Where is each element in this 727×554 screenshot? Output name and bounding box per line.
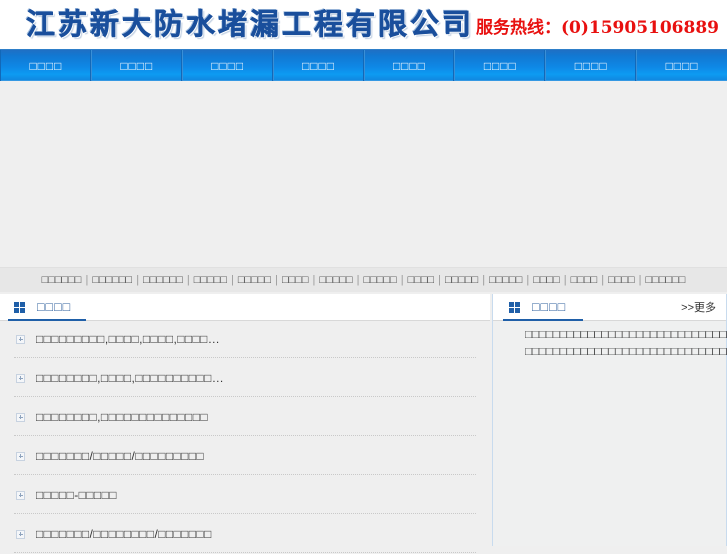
news-item-label[interactable]: □□□□□□□□,□□□□□□□□□□□□□□ bbox=[36, 410, 208, 424]
quick-link-7[interactable]: □□□□□ bbox=[319, 274, 353, 286]
nav-item-7[interactable]: □□□□ bbox=[546, 50, 638, 81]
list-divider bbox=[14, 474, 476, 476]
link-separator: | bbox=[482, 274, 486, 286]
link-separator: | bbox=[136, 274, 140, 286]
service-hotline: 服务热线：(0)15905106889 bbox=[475, 18, 719, 38]
quick-link-1[interactable]: □□□□□□ bbox=[41, 274, 82, 286]
nav-item-8[interactable]: □□□□ bbox=[665, 58, 699, 73]
active-tab-underline bbox=[8, 319, 86, 321]
quick-link-2[interactable]: □□□□□□ bbox=[92, 274, 133, 286]
about-paragraph-2: □□□□□□□□□□□□□□□□□□□□□□□□□□□□□□□□□□□□□□□□… bbox=[525, 346, 727, 359]
grid-icon bbox=[509, 301, 520, 313]
quick-link-11[interactable]: □□□□□ bbox=[489, 274, 523, 286]
about-panel-header: □□□□ >>更多 bbox=[493, 294, 726, 321]
link-separator: | bbox=[563, 274, 567, 286]
link-separator: | bbox=[638, 274, 642, 286]
main-navigation: □□□□ □□□□ □□□□ □□□□ □□□□ □□□□ □□□□ □□□□ bbox=[0, 49, 727, 81]
link-separator: | bbox=[312, 274, 316, 286]
plus-bullet-icon bbox=[16, 451, 25, 461]
news-item-label[interactable]: □□□□□□□□□,□□□□,□□□□,□□□□… bbox=[36, 332, 221, 346]
link-separator: | bbox=[275, 274, 278, 286]
quick-link-3[interactable]: □□□□□□ bbox=[143, 274, 183, 286]
quick-link-10[interactable]: □□□□□ bbox=[445, 274, 479, 286]
plus-bullet-icon bbox=[16, 529, 25, 539]
quick-link-8[interactable]: □□□□□ bbox=[363, 274, 397, 286]
quick-link-9[interactable]: □□□□ bbox=[407, 274, 435, 286]
plus-bullet-icon bbox=[16, 373, 25, 383]
nav-item-2[interactable]: □□□□ bbox=[92, 50, 183, 81]
more-link[interactable]: >>更多 bbox=[681, 302, 716, 314]
list-divider bbox=[14, 357, 476, 359]
list-item[interactable]: □□□□□-□□□□□ bbox=[10, 485, 480, 505]
quick-link-4[interactable]: □□□□□ bbox=[193, 274, 228, 286]
link-separator: | bbox=[186, 274, 190, 286]
link-separator: | bbox=[231, 274, 234, 286]
company-logo-title: 江苏新大防水堵漏工程有限公司 bbox=[26, 7, 475, 42]
quick-links-bar: □□□□□□ | □□□□□□ | □□□□□□ | □□□□□ | □□□□□… bbox=[0, 267, 727, 292]
list-divider bbox=[14, 396, 476, 398]
news-item-label[interactable]: □□□□□□□/□□□□□/□□□□□□□□□ bbox=[36, 449, 205, 463]
news-panel-header: □□□□ bbox=[0, 294, 490, 321]
list-divider bbox=[14, 435, 476, 437]
quick-link-5[interactable]: □□□□□ bbox=[237, 274, 272, 286]
link-separator: | bbox=[85, 274, 89, 286]
list-item[interactable]: □□□□□□□/□□□□□/□□□□□□□□□ bbox=[10, 446, 480, 466]
about-article: □□□□□□□□□□□□□□□□□□□□□□□□□□□□□ □□□□□□□□□□□… bbox=[493, 321, 727, 361]
about-paragraph-1: □□□□□□□□□□□□□□□□□□□□□□□□□□□□□□□□□□□□□□□□… bbox=[525, 329, 727, 341]
link-separator: | bbox=[356, 274, 360, 286]
quick-link-14[interactable]: □□□□ bbox=[608, 274, 635, 286]
quick-link-13[interactable]: □□□□ bbox=[570, 274, 598, 286]
list-divider bbox=[14, 513, 476, 515]
banner-area bbox=[0, 81, 727, 267]
link-separator: | bbox=[438, 274, 442, 286]
nav-item-5[interactable]: □□□□ bbox=[365, 50, 456, 81]
link-separator: | bbox=[601, 274, 605, 286]
plus-bullet-icon bbox=[16, 412, 25, 422]
plus-bullet-icon bbox=[16, 334, 25, 344]
about-panel-title: □□□□ bbox=[532, 300, 567, 314]
about-panel: □□□□ >>更多 □□□□□□□□□□□□□□□□□□□□□□□□□□□□□ □… bbox=[492, 294, 727, 546]
quick-link-15[interactable]: □□□□□□ bbox=[645, 274, 686, 286]
site-header: 江苏新大防水堵漏工程有限公司 服务热线：(0)15905106889 bbox=[0, 0, 727, 49]
link-separator: | bbox=[400, 274, 404, 286]
active-tab-underline bbox=[503, 319, 583, 321]
news-panel-title: □□□□ bbox=[37, 300, 72, 314]
nav-item-1[interactable]: □□□□ bbox=[0, 50, 92, 81]
news-item-label[interactable]: □□□□□-□□□□□ bbox=[36, 488, 117, 502]
list-item[interactable]: □□□□□□□□,□□□□□□□□□□□□□□ bbox=[10, 407, 480, 427]
news-item-label[interactable]: □□□□□□□□,□□□□,□□□□□□□□□□… bbox=[36, 371, 225, 385]
nav-item-4[interactable]: □□□□ bbox=[274, 50, 365, 81]
list-item[interactable]: □□□□□□□/□□□□□□□□/□□□□□□□ bbox=[10, 524, 480, 544]
news-list: □□□□□□□□□,□□□□,□□□□,□□□□… □□□□□□□□,□□□□,… bbox=[0, 321, 490, 554]
list-item[interactable]: □□□□□□□□,□□□□,□□□□□□□□□□… bbox=[10, 368, 480, 388]
quick-link-6[interactable]: □□□□ bbox=[281, 274, 309, 286]
grid-icon bbox=[14, 301, 25, 313]
news-panel: □□□□ □□□□□□□□□,□□□□,□□□□,□□□□… □□□□□□□□,… bbox=[0, 294, 490, 553]
quick-link-12[interactable]: □□□□ bbox=[533, 274, 560, 286]
nav-item-3[interactable]: □□□□ bbox=[183, 50, 274, 81]
nav-item-6[interactable]: □□□□ bbox=[455, 50, 547, 81]
news-item-label[interactable]: □□□□□□□/□□□□□□□□/□□□□□□□ bbox=[36, 527, 212, 541]
link-separator: | bbox=[526, 274, 530, 286]
content-area: □□□□ □□□□□□□□□,□□□□,□□□□,□□□□… □□□□□□□□,… bbox=[0, 292, 727, 553]
plus-bullet-icon bbox=[16, 490, 25, 500]
list-item[interactable]: □□□□□□□□□,□□□□,□□□□,□□□□… bbox=[10, 329, 480, 349]
